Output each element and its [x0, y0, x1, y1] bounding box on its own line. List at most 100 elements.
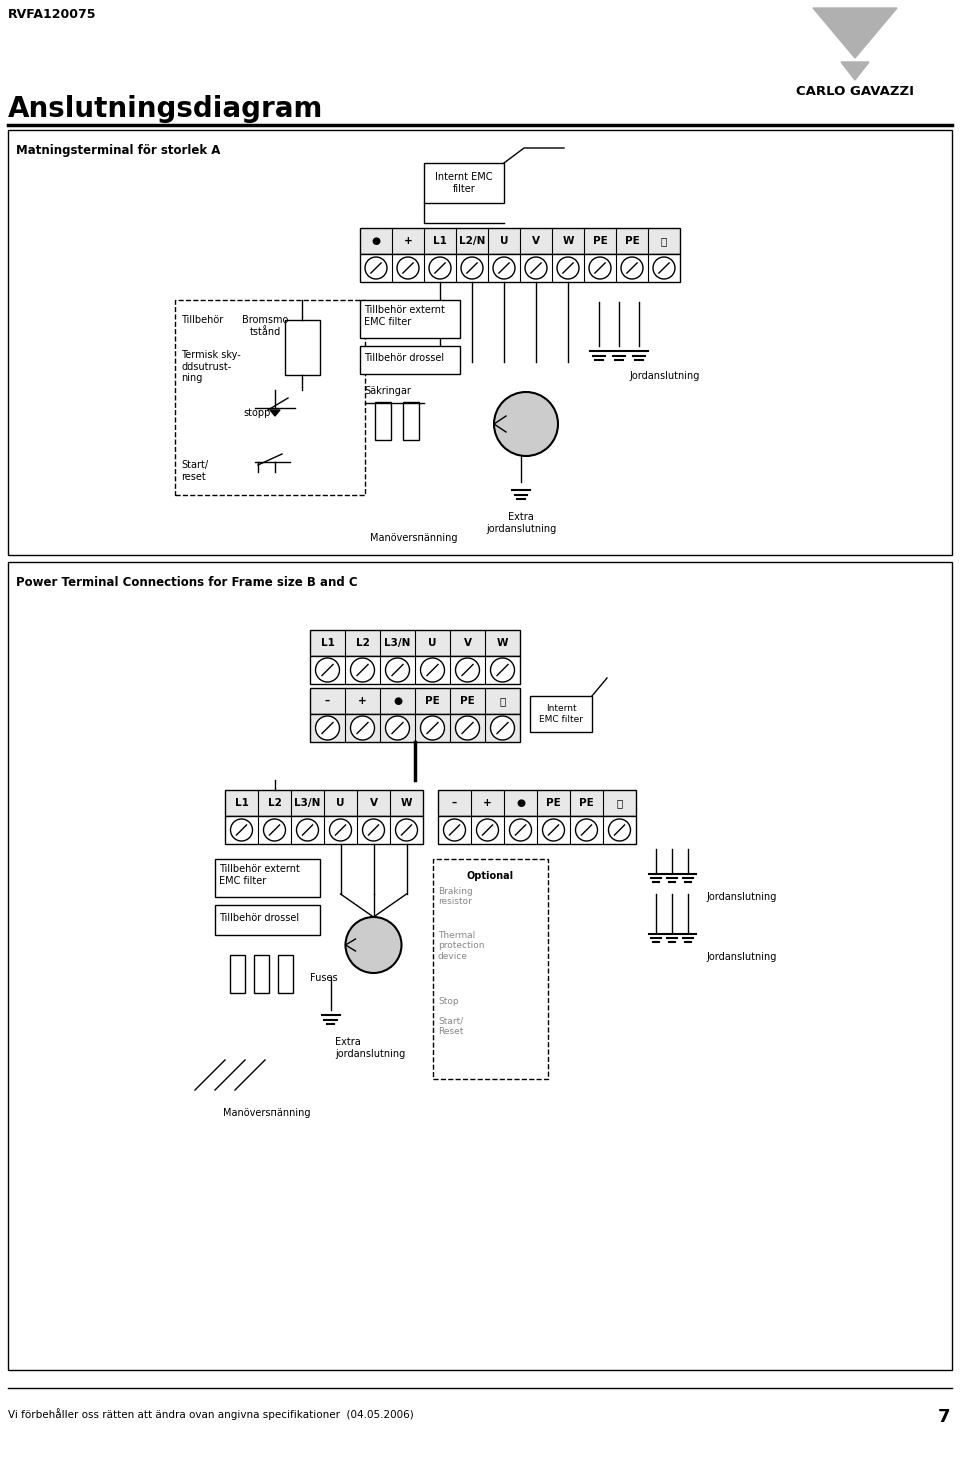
- Text: U: U: [336, 798, 345, 808]
- Bar: [8, 130, 952, 556]
- Bar: [215, 905, 320, 935]
- Circle shape: [365, 257, 387, 279]
- Circle shape: [494, 391, 558, 456]
- Circle shape: [297, 819, 319, 841]
- Bar: [285, 320, 320, 375]
- Text: Manöversпänning: Manöversпänning: [223, 1108, 310, 1119]
- Text: U: U: [500, 236, 508, 246]
- Circle shape: [510, 819, 532, 841]
- Circle shape: [476, 819, 498, 841]
- Text: V: V: [464, 638, 471, 648]
- Text: Start/
reset: Start/ reset: [181, 460, 208, 482]
- Circle shape: [230, 819, 252, 841]
- Text: Power Terminal Connections for Frame size B and C: Power Terminal Connections for Frame siz…: [16, 576, 358, 589]
- Text: Tillbehör drossel: Tillbehör drossel: [219, 913, 300, 924]
- Circle shape: [329, 819, 351, 841]
- Circle shape: [575, 819, 597, 841]
- Text: Anslutningsdiagram: Anslutningsdiagram: [8, 95, 324, 123]
- Circle shape: [420, 658, 444, 682]
- Text: Stop: Stop: [438, 997, 459, 1006]
- Polygon shape: [813, 7, 897, 59]
- Text: Tillbehör externt
EMC filter: Tillbehör externt EMC filter: [364, 305, 444, 327]
- Text: Matningsterminal för storlek A: Matningsterminal för storlek A: [16, 144, 221, 157]
- Text: L2: L2: [268, 798, 281, 808]
- Text: Braking
resistor: Braking resistor: [438, 887, 472, 906]
- Text: ⏚: ⏚: [660, 236, 667, 246]
- Text: Manöversпänning: Manöversпänning: [370, 534, 458, 542]
- Text: 7: 7: [938, 1407, 950, 1426]
- Circle shape: [557, 257, 579, 279]
- Text: Jordanslutning: Jordanslutning: [706, 891, 777, 902]
- Text: L3/N: L3/N: [384, 638, 411, 648]
- Circle shape: [589, 257, 611, 279]
- Bar: [360, 254, 680, 281]
- Text: Tillbehör drossel: Tillbehör drossel: [364, 353, 444, 364]
- Bar: [310, 655, 520, 685]
- Text: PE: PE: [460, 696, 475, 707]
- Circle shape: [420, 715, 444, 740]
- Circle shape: [444, 819, 466, 841]
- Text: ●: ●: [372, 236, 380, 246]
- Text: L1: L1: [433, 236, 447, 246]
- Text: Extra
jordanslutning: Extra jordanslutning: [335, 1036, 406, 1058]
- Circle shape: [386, 658, 410, 682]
- Bar: [403, 402, 419, 440]
- Circle shape: [316, 658, 340, 682]
- Text: RVFA120075: RVFA120075: [8, 7, 97, 21]
- Text: Start/
Reset: Start/ Reset: [438, 1017, 464, 1036]
- Text: Thermal
protection
device: Thermal protection device: [438, 931, 485, 960]
- Text: W: W: [400, 798, 412, 808]
- Text: Jordanslutning: Jordanslutning: [706, 951, 777, 962]
- Bar: [310, 688, 520, 714]
- Text: ●: ●: [516, 798, 525, 808]
- Text: –: –: [452, 798, 457, 808]
- Text: Extra
jordanslutning: Extra jordanslutning: [486, 512, 556, 534]
- Bar: [375, 402, 391, 440]
- Circle shape: [653, 257, 675, 279]
- Circle shape: [429, 257, 451, 279]
- Circle shape: [525, 257, 547, 279]
- Text: Säkringar: Säkringar: [364, 386, 411, 396]
- Text: Bromsmo
tstånd: Bromsmo tstånd: [242, 315, 288, 337]
- Text: Tillbehör externt
EMC filter: Tillbehör externt EMC filter: [219, 863, 300, 885]
- Bar: [254, 954, 269, 992]
- Bar: [310, 630, 520, 655]
- Text: L3/N: L3/N: [295, 798, 321, 808]
- Text: L1: L1: [321, 638, 334, 648]
- Circle shape: [609, 819, 631, 841]
- Bar: [424, 163, 504, 202]
- Text: Internt EMC
filter: Internt EMC filter: [435, 172, 492, 194]
- Circle shape: [397, 257, 419, 279]
- Bar: [360, 301, 460, 339]
- Circle shape: [386, 715, 410, 740]
- Bar: [225, 790, 423, 817]
- Text: L1: L1: [234, 798, 249, 808]
- Circle shape: [346, 918, 401, 973]
- Text: PE: PE: [625, 236, 639, 246]
- Text: +: +: [483, 798, 492, 808]
- Text: CARLO GAVAZZI: CARLO GAVAZZI: [796, 85, 914, 98]
- Bar: [433, 859, 548, 1079]
- Text: stopp: stopp: [243, 408, 271, 418]
- Bar: [215, 859, 320, 897]
- Circle shape: [350, 658, 374, 682]
- Bar: [230, 954, 245, 992]
- Polygon shape: [841, 62, 869, 81]
- Circle shape: [491, 715, 515, 740]
- Bar: [438, 790, 636, 817]
- Circle shape: [491, 658, 515, 682]
- Circle shape: [455, 658, 479, 682]
- Text: PE: PE: [592, 236, 608, 246]
- Circle shape: [316, 715, 340, 740]
- Text: PE: PE: [546, 798, 561, 808]
- Circle shape: [455, 715, 479, 740]
- Circle shape: [493, 257, 515, 279]
- Text: L2: L2: [355, 638, 370, 648]
- Text: +: +: [403, 236, 413, 246]
- Circle shape: [363, 819, 385, 841]
- Text: V: V: [370, 798, 377, 808]
- Text: V: V: [532, 236, 540, 246]
- Circle shape: [542, 819, 564, 841]
- Text: W: W: [496, 638, 508, 648]
- Bar: [8, 561, 952, 1371]
